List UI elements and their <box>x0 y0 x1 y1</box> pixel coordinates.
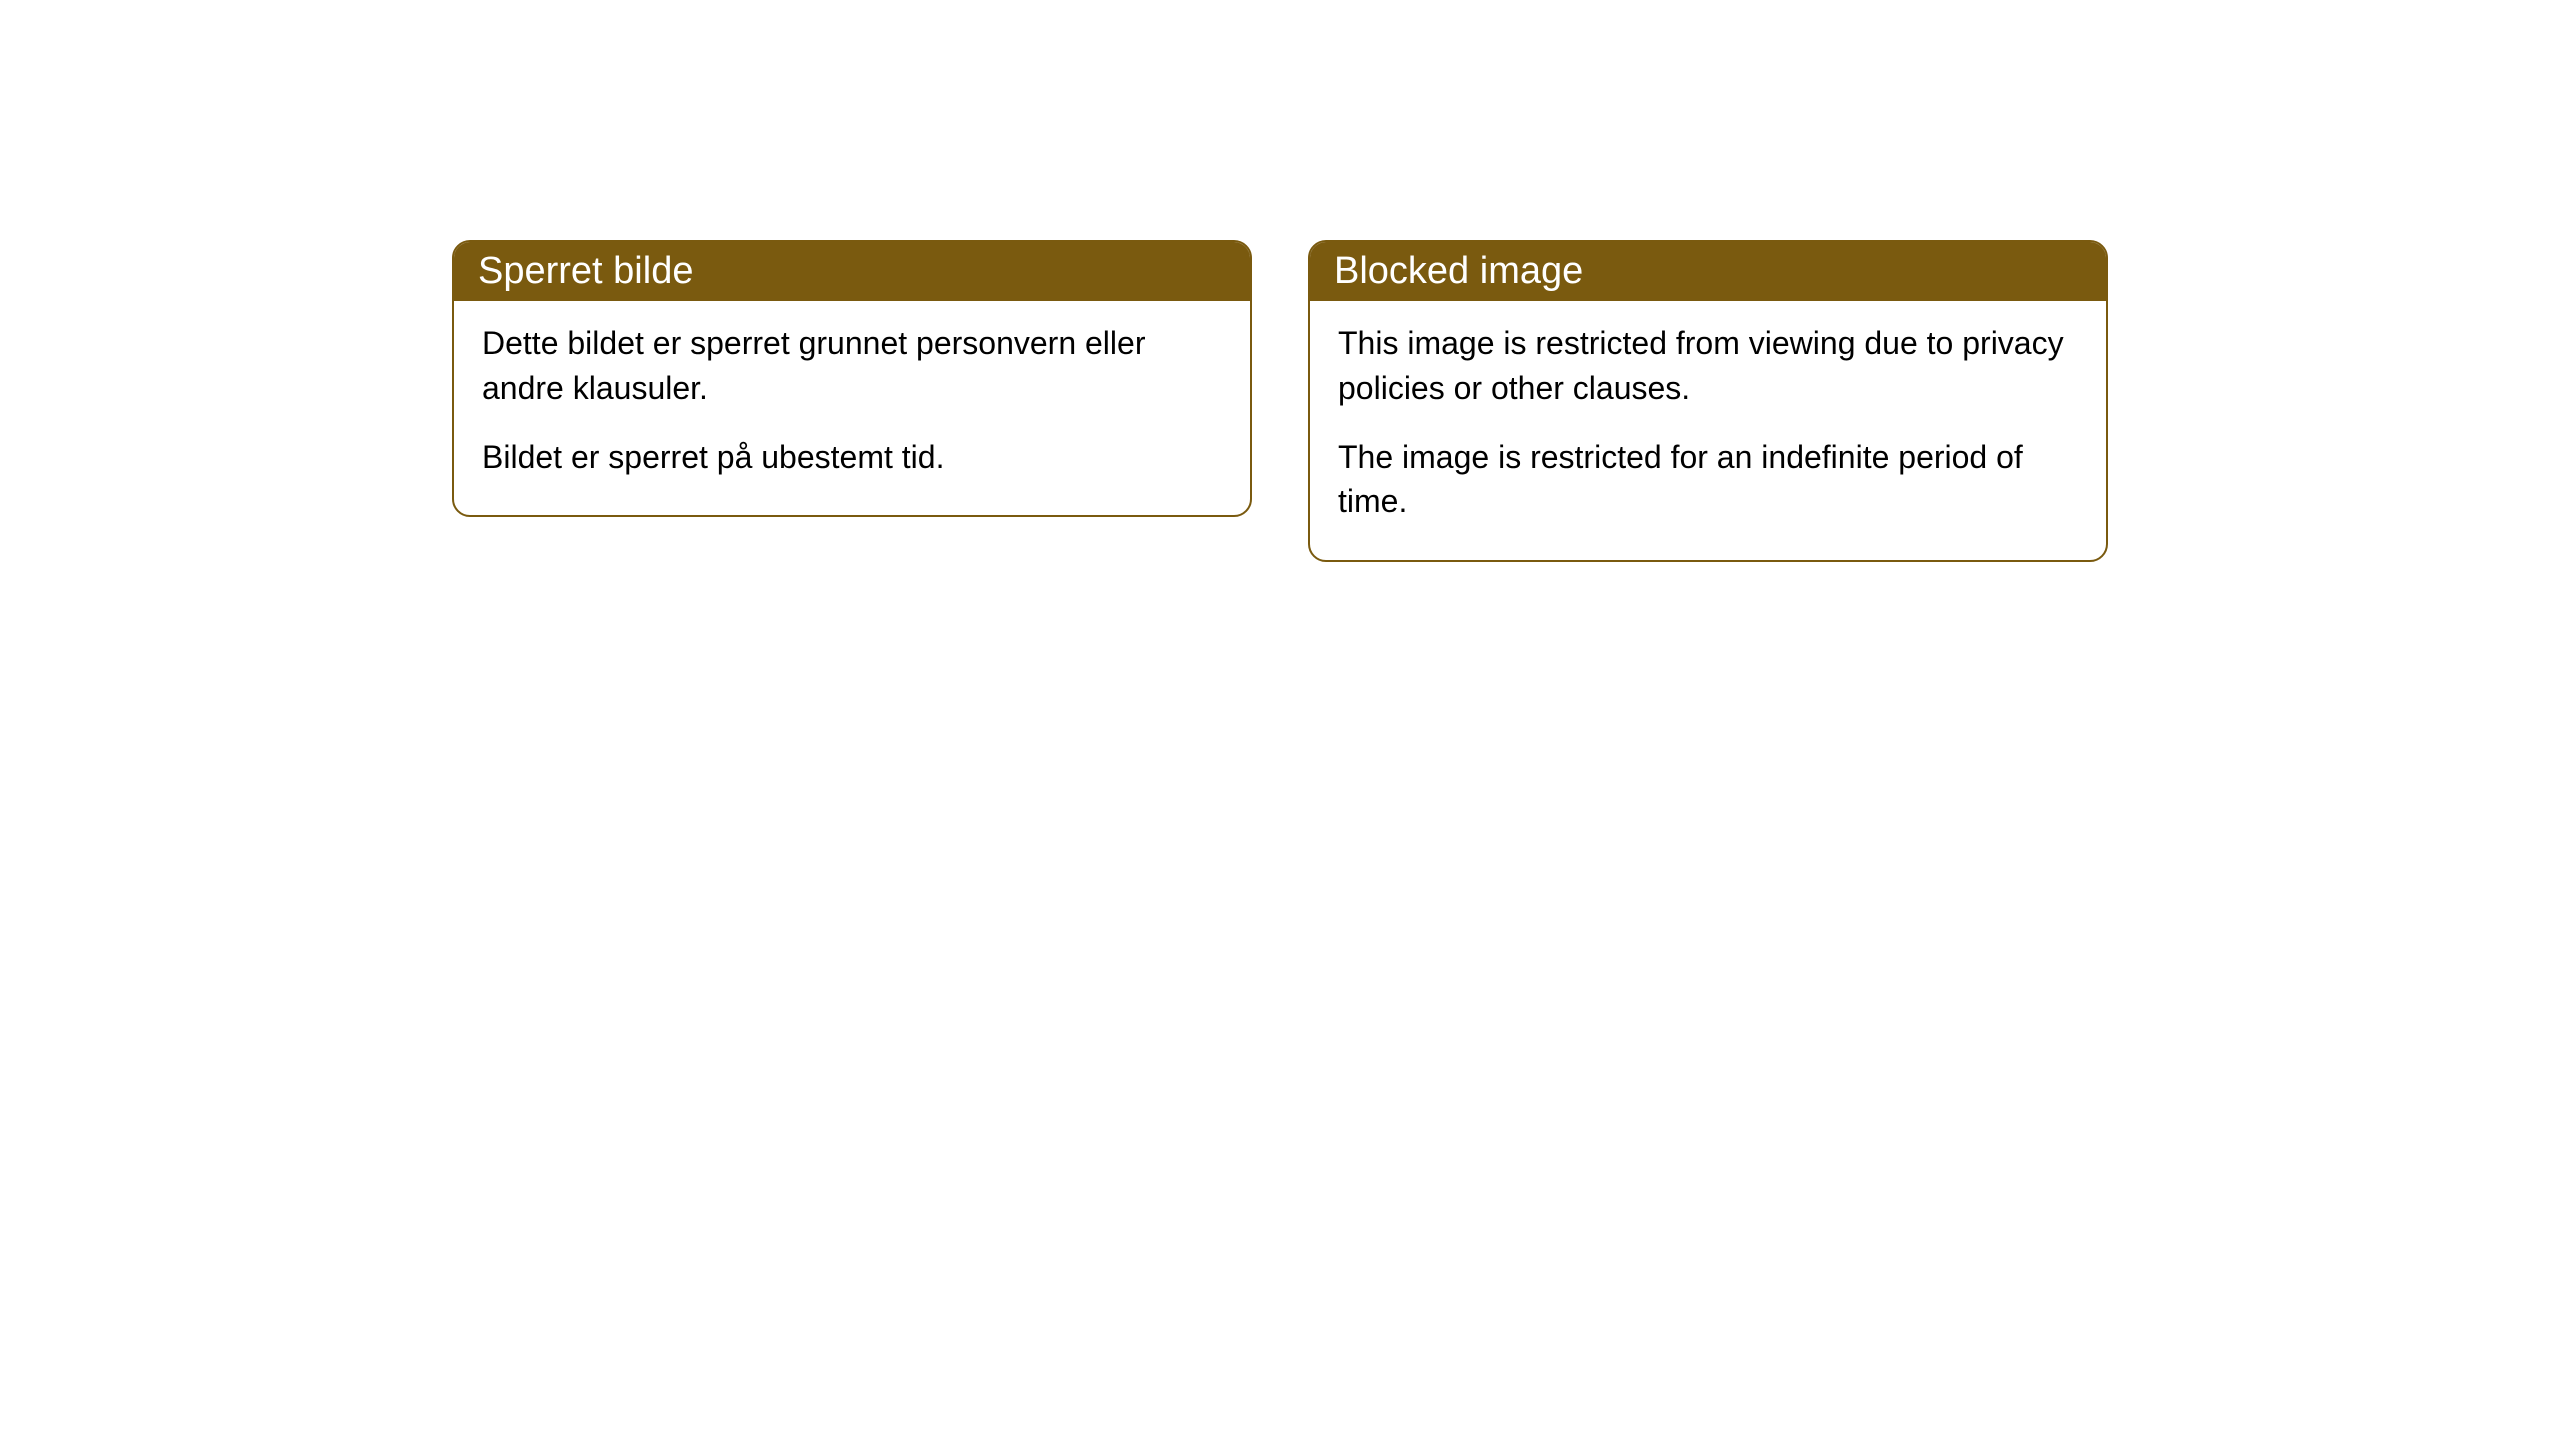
card-paragraph-1: Dette bildet er sperret grunnet personve… <box>482 321 1222 411</box>
card-body: This image is restricted from viewing du… <box>1310 301 2106 560</box>
card-title: Blocked image <box>1334 250 1583 292</box>
card-header: Blocked image <box>1310 242 2106 301</box>
card-body: Dette bildet er sperret grunnet personve… <box>454 301 1250 515</box>
card-paragraph-2: Bildet er sperret på ubestemt tid. <box>482 435 1222 480</box>
card-header: Sperret bilde <box>454 242 1250 301</box>
card-title: Sperret bilde <box>478 250 693 292</box>
card-paragraph-1: This image is restricted from viewing du… <box>1338 321 2078 411</box>
card-paragraph-2: The image is restricted for an indefinit… <box>1338 435 2078 525</box>
blocked-image-card-norwegian: Sperret bilde Dette bildet er sperret gr… <box>452 240 1252 517</box>
blocked-image-card-english: Blocked image This image is restricted f… <box>1308 240 2108 562</box>
